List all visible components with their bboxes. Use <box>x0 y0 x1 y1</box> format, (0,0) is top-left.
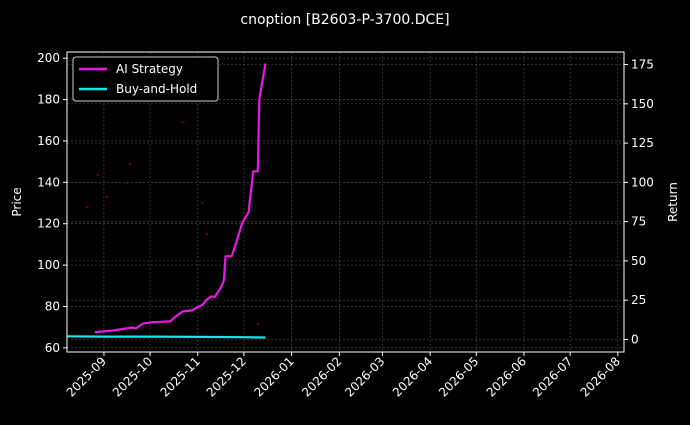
y-right-tick-label: 150 <box>631 97 654 111</box>
y-tick-label: 100 <box>37 258 60 272</box>
price-point <box>85 205 89 209</box>
legend-label-ai-strategy: AI Strategy <box>116 62 183 76</box>
x-tick-label: 2025-11 <box>158 354 203 399</box>
y-right-tick-label: 50 <box>631 254 646 268</box>
x-axis: 2025-09 2025-10 2025-11 2025-12 2026-01 2026-… <box>64 352 623 400</box>
x-tick-label: 2026-07 <box>530 354 575 399</box>
y-right-tick-label: 0 <box>631 332 639 346</box>
price-point <box>96 173 100 177</box>
y-tick-label: 140 <box>37 175 60 189</box>
x-tick-label: 2025-12 <box>204 354 249 399</box>
series-lines <box>66 63 267 339</box>
y-right-tick-label: 25 <box>631 293 646 307</box>
y-tick-label: 200 <box>37 51 60 65</box>
y-right-tick-label: 125 <box>631 136 654 150</box>
plot-frame <box>66 51 625 353</box>
y-axis-right: 0 25 50 75 100 125 150 175 <box>624 58 654 346</box>
x-tick-label: 2025-10 <box>110 354 155 399</box>
y-tick-label: 80 <box>45 299 60 313</box>
y-axis-label-right: Return <box>666 182 680 222</box>
x-tick-label: 2026-08 <box>578 354 623 399</box>
plot-area <box>67 52 624 352</box>
y-tick-label: 160 <box>37 134 60 148</box>
x-tick-label: 2026-04 <box>390 354 435 399</box>
x-tick-label: 2026-02 <box>299 354 344 399</box>
y-axis-label-left: Price <box>10 187 24 216</box>
price-point <box>205 232 209 236</box>
price-point <box>125 181 129 185</box>
x-tick-label: 2026-01 <box>251 354 296 399</box>
price-point <box>105 195 109 199</box>
legend-label-buy-and-hold: Buy-and-Hold <box>116 82 197 96</box>
grid <box>67 52 624 352</box>
y-tick-label: 60 <box>45 341 60 355</box>
x-tick-label: 2026-03 <box>342 354 387 399</box>
y-right-tick-label: 175 <box>631 58 654 72</box>
y-right-tick-label: 100 <box>631 175 654 189</box>
x-tick-label: 2025-09 <box>64 354 109 399</box>
y-axis-left: 60 80 100 120 140 160 180 200 <box>37 51 67 355</box>
y-right-tick-label: 75 <box>631 215 646 229</box>
price-point <box>256 322 260 326</box>
price-point <box>201 201 204 205</box>
series-line-buy-and-hold <box>66 335 266 339</box>
chart-title: cnoption [B2603-P-3700.DCE] <box>240 12 449 28</box>
legend: AI Strategy Buy-and-Hold <box>72 56 219 102</box>
x-tick-label: 2026-05 <box>436 354 481 399</box>
price-series <box>85 121 260 326</box>
series-line-ai-strategy <box>94 63 267 334</box>
y-tick-label: 180 <box>37 93 60 107</box>
price-point <box>181 121 184 124</box>
x-tick-label: 2026-06 <box>484 354 529 399</box>
y-tick-label: 120 <box>37 217 60 231</box>
legend-box <box>72 56 219 102</box>
price-point <box>128 162 132 166</box>
